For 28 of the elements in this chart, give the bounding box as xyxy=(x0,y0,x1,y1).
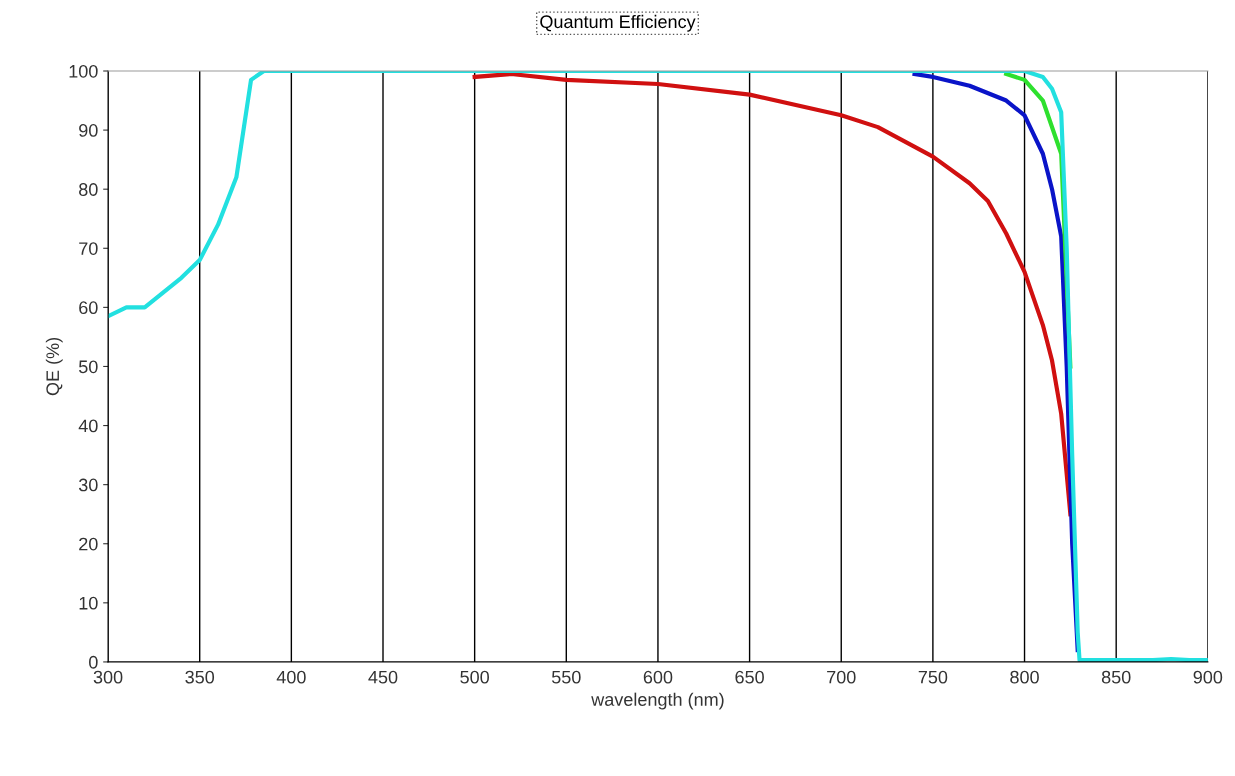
y-tick-label: 90 xyxy=(79,124,98,137)
x-tick-label: 450 xyxy=(368,670,398,684)
x-tick-label: 650 xyxy=(735,670,764,684)
y-tick-label: 20 xyxy=(79,537,98,551)
x-tick-label: 300 xyxy=(93,670,123,684)
y-tick-label: 40 xyxy=(78,419,98,433)
line-series xyxy=(108,71,1208,662)
x-tick-label: 700 xyxy=(827,670,856,684)
y-tick-label: 100 xyxy=(69,64,98,78)
y-tick-label: 80 xyxy=(79,183,98,196)
x-tick-label: 750 xyxy=(918,670,948,684)
y-tick-label: 60 xyxy=(79,301,98,315)
y-tick-label: 50 xyxy=(78,360,98,374)
x-tick-label: 400 xyxy=(276,670,306,684)
x-tick-label: 900 xyxy=(1193,670,1223,684)
x-axis-title: wavelength (nm) xyxy=(591,692,724,710)
x-tick-label: 600 xyxy=(643,670,673,684)
chart-title: Quantum Efficiency xyxy=(540,14,696,32)
x-tick-label: 550 xyxy=(551,670,581,684)
y-axis-title: QE (%) xyxy=(45,338,63,396)
x-tick-label: 850 xyxy=(1101,670,1131,684)
y-tick-label: 0 xyxy=(89,655,98,669)
x-tick-label: 500 xyxy=(460,670,490,684)
y-tick-label: 10 xyxy=(79,596,98,610)
y-tick-label: 30 xyxy=(78,478,98,492)
x-tick-label: 350 xyxy=(185,670,215,684)
x-tick-label: 800 xyxy=(1010,670,1039,684)
y-tick-label: 70 xyxy=(79,242,98,255)
